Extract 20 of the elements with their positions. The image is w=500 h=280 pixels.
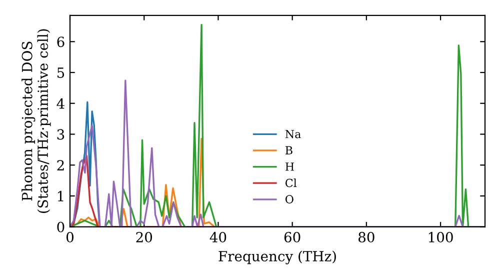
legend-label: H bbox=[285, 162, 294, 171]
legend-label: O bbox=[286, 195, 294, 204]
legend-label: Cl bbox=[286, 178, 297, 188]
x-tick-label: 40 bbox=[210, 232, 226, 242]
y-tick-label: 2 bbox=[57, 160, 64, 170]
y-tick-label: 6 bbox=[57, 36, 64, 48]
x-tick-label: 80 bbox=[358, 232, 374, 242]
x-tick-label: 100 bbox=[428, 232, 453, 242]
x-tick-label: 0 bbox=[66, 232, 74, 242]
y-tick-label: 1 bbox=[58, 190, 64, 202]
x-axis-title: Frequency (THz) bbox=[218, 250, 336, 264]
y-tick-label: 5 bbox=[57, 68, 64, 78]
y-tick-label: 4 bbox=[56, 98, 64, 109]
legend-label: B bbox=[285, 146, 292, 154]
x-tick-label: 20 bbox=[136, 232, 152, 242]
y-tick-label: 3 bbox=[57, 129, 64, 140]
x-tick-label: 60 bbox=[284, 232, 300, 242]
y-tick-label: 0 bbox=[57, 222, 64, 232]
y-axis-title: Phonon projected DOS (States/THz·primitive cell) bbox=[22, 29, 51, 213]
legend-label: Na bbox=[285, 130, 301, 138]
